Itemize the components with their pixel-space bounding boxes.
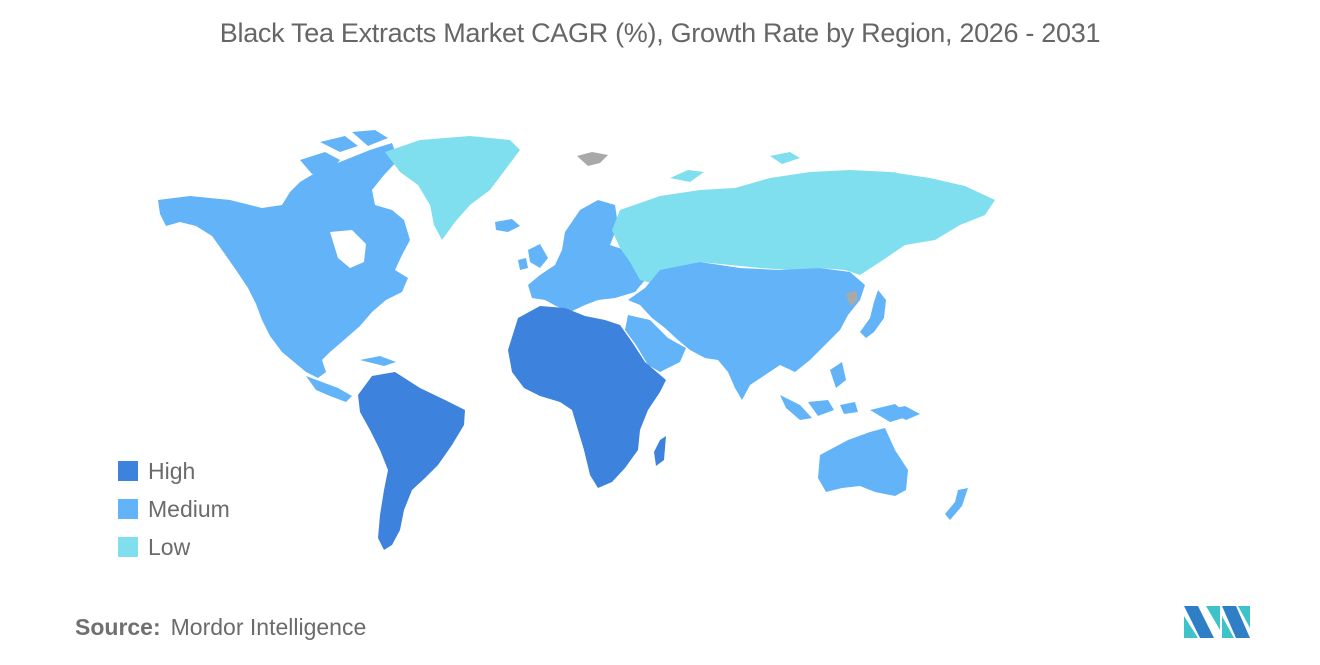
legend-swatch-low — [118, 537, 138, 557]
legend-swatch-medium — [118, 499, 138, 519]
region-greenland — [385, 136, 520, 240]
region-north-korea — [846, 290, 858, 306]
region-russia — [612, 170, 995, 285]
region-svalbard — [577, 152, 608, 166]
legend-item-medium: Medium — [118, 490, 230, 528]
legend-label: High — [148, 457, 196, 484]
legend-item-low: Low — [118, 528, 230, 566]
region-oceania — [818, 406, 968, 520]
mordor-intelligence-logo-icon — [1184, 606, 1250, 638]
legend-label: Low — [148, 533, 191, 560]
region-russia-islands — [670, 152, 905, 184]
legend-swatch-high — [118, 461, 138, 481]
region-north-america — [158, 130, 410, 402]
region-south-america — [358, 372, 465, 550]
region-asia — [625, 262, 910, 422]
source-attribution: Source: Mordor Intelligence — [75, 614, 366, 641]
legend-item-high: High — [118, 452, 230, 490]
region-iceland — [495, 219, 520, 232]
chart-title: Black Tea Extracts Market CAGR (%), Grow… — [219, 18, 1101, 48]
region-madagascar — [654, 436, 666, 466]
legend-label: Medium — [148, 495, 230, 522]
region-africa — [508, 306, 666, 488]
source-label: Source: — [75, 614, 161, 640]
legend: High Medium Low — [118, 452, 230, 566]
source-value: Mordor Intelligence — [170, 614, 367, 640]
hudson-bay — [330, 230, 366, 268]
